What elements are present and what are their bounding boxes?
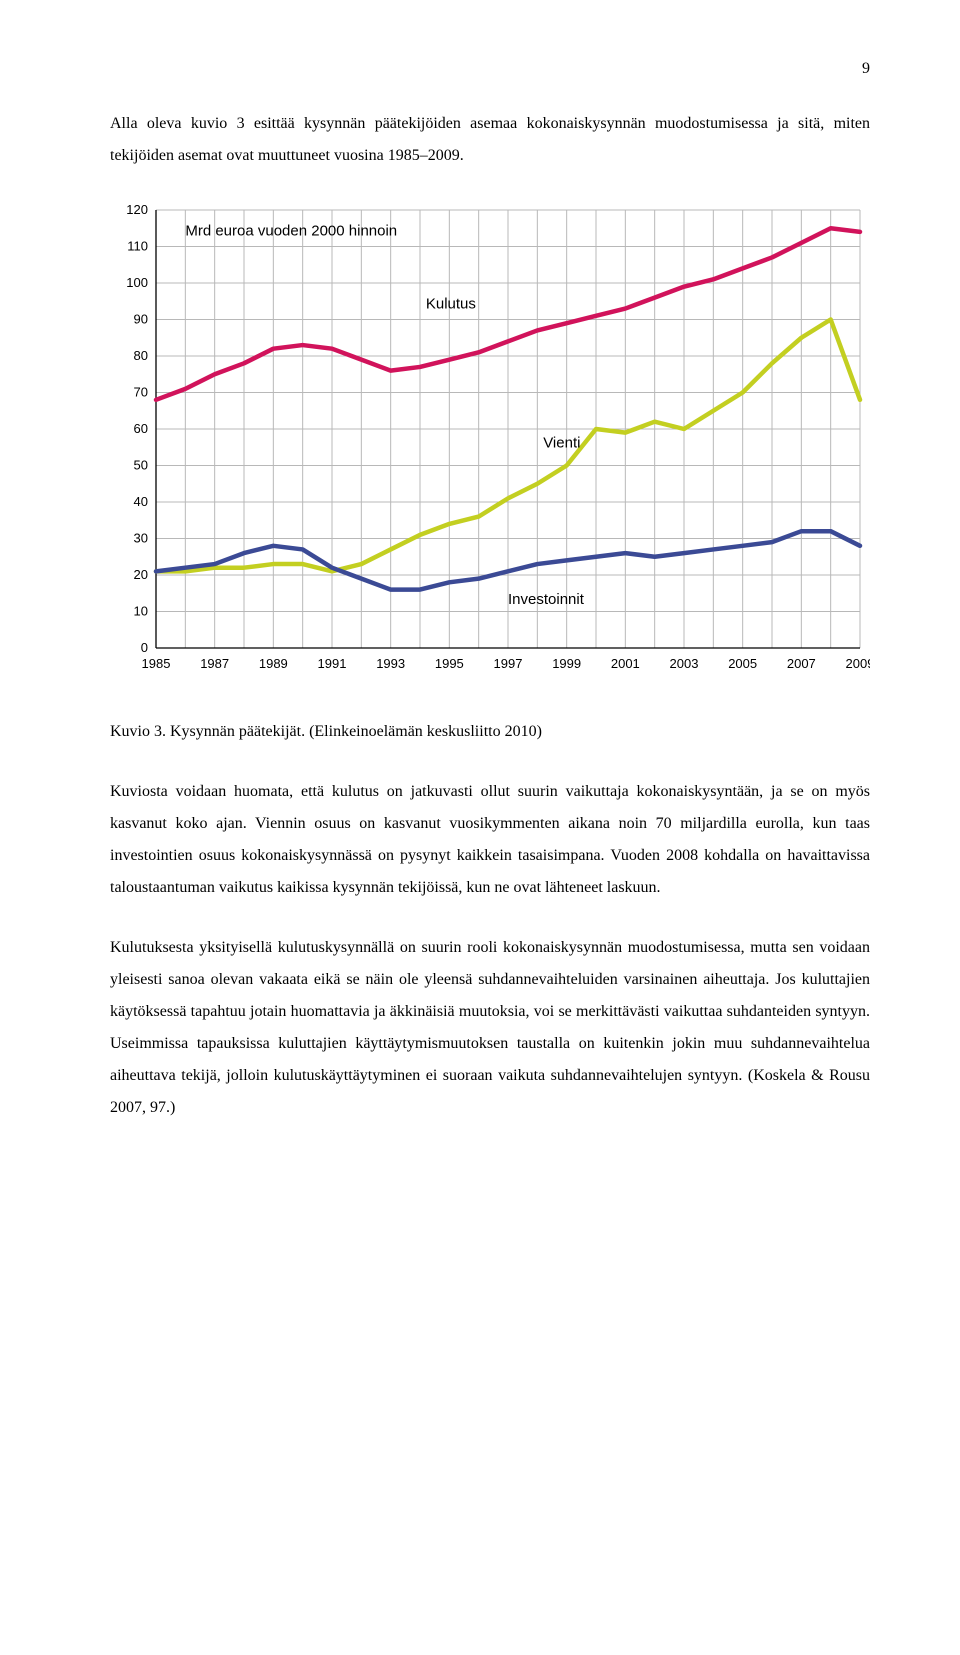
chart-kuvio-3: 0 10 20 30 40 50 60 70 80 90 100 110 120 1985 1987 1989… — [110, 200, 870, 680]
svg-text:10: 10 — [134, 604, 148, 619]
paragraph-consumption: Kulutuksesta yksityisellä kulutuskysynnä… — [110, 932, 870, 1124]
svg-text:40: 40 — [134, 494, 148, 509]
svg-text:80: 80 — [134, 348, 148, 363]
svg-text:1999: 1999 — [552, 656, 581, 671]
svg-text:70: 70 — [134, 385, 148, 400]
paragraph-intro: Alla oleva kuvio 3 esittää kysynnän päät… — [110, 108, 870, 172]
paragraph-analysis: Kuviosta voidaan huomata, että kulutus o… — [110, 776, 870, 904]
svg-text:20: 20 — [134, 567, 148, 582]
svg-text:60: 60 — [134, 421, 148, 436]
svg-text:2007: 2007 — [787, 656, 816, 671]
svg-text:1985: 1985 — [142, 656, 171, 671]
svg-text:1997: 1997 — [494, 656, 523, 671]
svg-text:30: 30 — [134, 531, 148, 546]
svg-text:110: 110 — [127, 239, 148, 254]
series-label-vienti: Vienti — [543, 434, 580, 451]
page: 9 Alla oleva kuvio 3 esittää kysynnän pä… — [0, 0, 960, 1212]
svg-text:2003: 2003 — [670, 656, 699, 671]
svg-text:120: 120 — [126, 202, 148, 217]
series-label-investoinnit: Investoinnit — [508, 591, 585, 608]
svg-text:100: 100 — [126, 275, 148, 290]
chart-svg: 0 10 20 30 40 50 60 70 80 90 100 110 120 1985 1987 1989… — [110, 200, 870, 680]
series-label-kulutus: Kulutus — [426, 296, 476, 313]
svg-text:90: 90 — [134, 312, 148, 327]
svg-text:0: 0 — [141, 640, 148, 655]
svg-text:1989: 1989 — [259, 656, 288, 671]
svg-text:1991: 1991 — [318, 656, 347, 671]
svg-text:1995: 1995 — [435, 656, 464, 671]
svg-text:2009: 2009 — [846, 656, 870, 671]
svg-text:1987: 1987 — [200, 656, 229, 671]
svg-text:2001: 2001 — [611, 656, 640, 671]
page-number: 9 — [110, 60, 870, 78]
svg-text:1993: 1993 — [376, 656, 405, 671]
chart-unit-note: Mrd euroa vuoden 2000 hinnoin — [185, 223, 397, 240]
chart-caption: Kuvio 3. Kysynnän päätekijät. (Elinkeino… — [110, 716, 870, 748]
svg-text:2005: 2005 — [728, 656, 757, 671]
svg-text:50: 50 — [134, 458, 148, 473]
